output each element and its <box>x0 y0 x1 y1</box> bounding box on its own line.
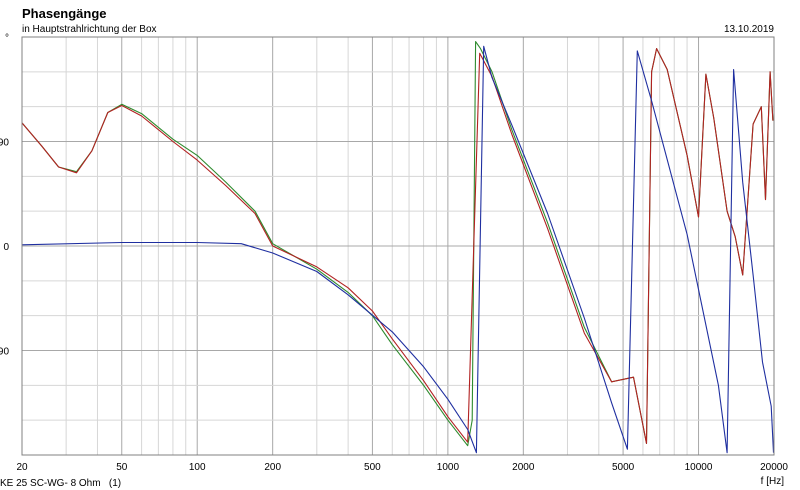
x-axis-tick-labels: 20 50 100 200 500 1000 2000 5000 10000 20000 <box>16 462 788 473</box>
y-axis-tick-labels: ° 90 0 -90 <box>0 33 9 358</box>
chart-date: 13.10.2019 <box>723 24 774 35</box>
x-tick-label: 200 <box>264 462 281 473</box>
x-tick-label: 50 <box>116 462 128 473</box>
x-tick-label: 2000 <box>512 462 535 473</box>
y-tick-label: 90 <box>0 138 9 149</box>
chart-subtitle: in Hauptstrahlrichtung der Box <box>22 24 157 35</box>
x-axis-label: f [Hz] <box>761 476 785 487</box>
x-tick-label: 500 <box>364 462 381 473</box>
chart-title: Phasengänge <box>22 6 107 21</box>
x-tick-label: 10000 <box>685 462 713 473</box>
x-tick-label: 5000 <box>612 462 635 473</box>
x-tick-label: 20 <box>16 462 28 473</box>
y-tick-label: ° <box>5 33 9 44</box>
plot-frame <box>21 36 775 456</box>
series-line-3 <box>21 45 775 454</box>
y-tick-label: -90 <box>0 347 9 358</box>
y-tick-label: 0 <box>3 242 9 253</box>
x-tick-label: 100 <box>189 462 206 473</box>
measurement-label: KE 25 SC-WG- 8 Ohm (1) <box>0 478 122 489</box>
grid <box>22 37 774 455</box>
x-tick-label: 1000 <box>437 462 460 473</box>
series-group <box>21 41 775 454</box>
x-tick-label: 20000 <box>760 462 788 473</box>
